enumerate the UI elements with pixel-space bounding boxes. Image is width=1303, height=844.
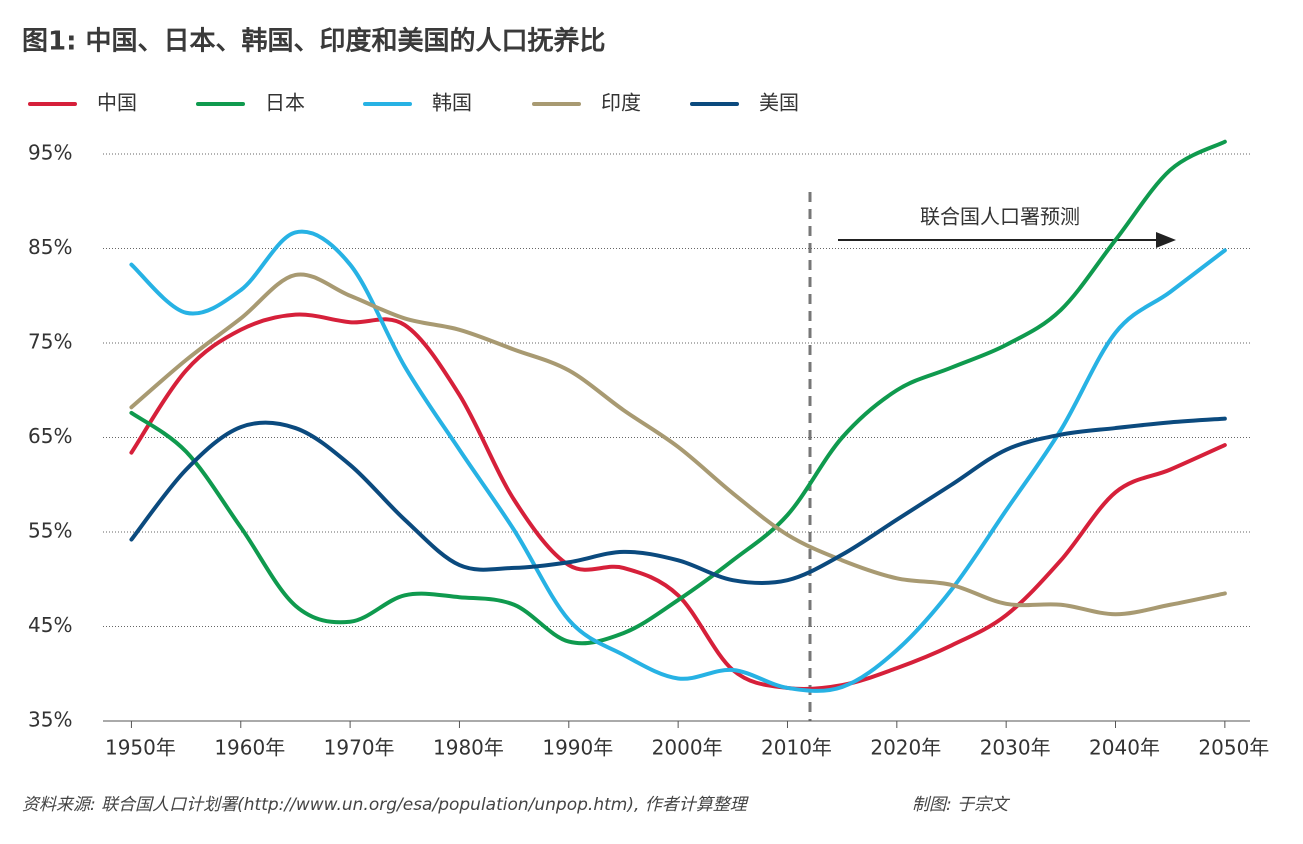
y-tick-label: 85% [28, 235, 72, 259]
x-tick-label: 2020年 [870, 736, 941, 760]
chart-title: 图1: 中国、日本、韩国、印度和美国的人口抚养比 [22, 26, 606, 57]
y-tick-label: 65% [28, 424, 72, 448]
legend-label: 日本 [265, 91, 305, 115]
legend-label: 韩国 [432, 91, 472, 115]
annotation: 联合国人口署预测 [920, 205, 1080, 229]
series-line [129, 229, 1227, 693]
credit-note: 制图: 于宗文 [912, 795, 1011, 815]
y-tick-label: 95% [28, 141, 72, 165]
x-tick-label: 2050年 [1198, 736, 1269, 760]
x-tick-label: 2030年 [980, 736, 1051, 760]
legend-label: 印度 [601, 91, 641, 115]
x-tick-label: 2000年 [652, 736, 723, 760]
forecast-arrowhead [1156, 232, 1176, 248]
x-tick-label: 1970年 [324, 736, 395, 760]
legend-label: 中国 [97, 91, 137, 115]
y-tick-label: 35% [28, 708, 72, 732]
x-tick-label: 1960年 [214, 736, 285, 760]
y-tick-label: 75% [28, 330, 72, 354]
series-line [129, 312, 1227, 692]
series-line [129, 139, 1227, 646]
series-line [129, 416, 1227, 586]
y-tick-label: 55% [28, 519, 72, 543]
x-tick-label: 1980年 [433, 736, 504, 760]
source-note: 资料来源: 联合国人口计划署(http://www.un.org/esa/pop… [22, 795, 749, 815]
x-tick-label: 2010年 [761, 736, 832, 760]
legend-label: 美国 [759, 91, 799, 115]
x-tick-label: 1990年 [542, 736, 613, 760]
x-tick-label: 1950年 [105, 736, 176, 760]
series-line [129, 272, 1227, 617]
y-tick-label: 45% [28, 613, 72, 637]
x-tick-label: 2040年 [1089, 736, 1160, 760]
